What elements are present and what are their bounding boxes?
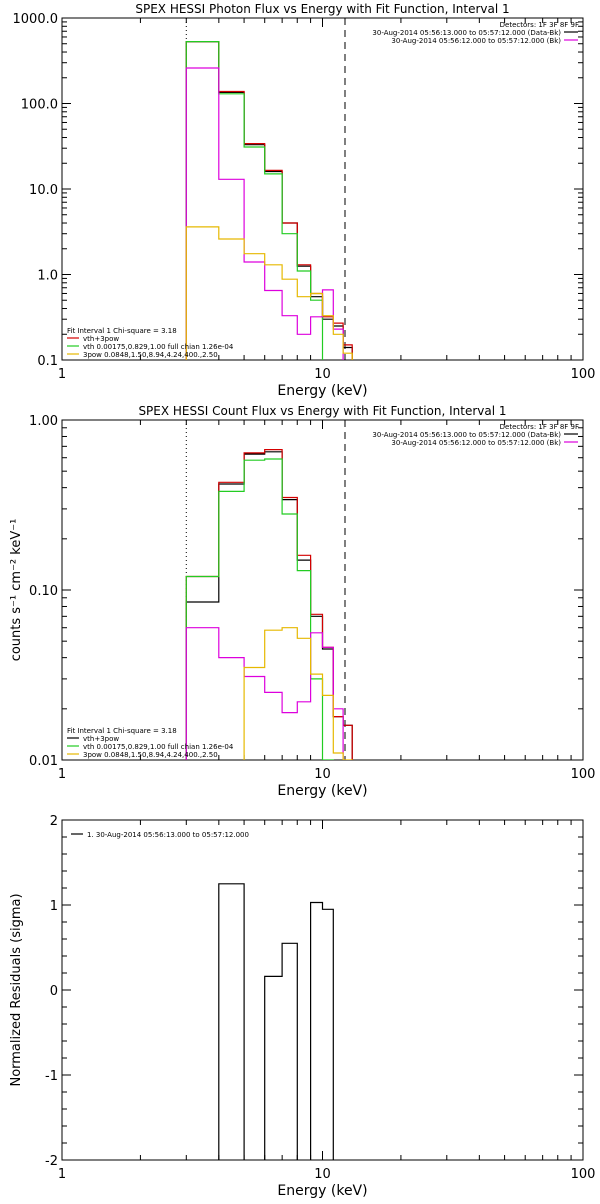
- y-axis-label: Normalized Residuals (sigma): [9, 893, 24, 1086]
- y-tick-label: -1: [45, 1069, 58, 1084]
- plot-area: [218, 883, 334, 1160]
- fit-legend-header: Fit Interval 1 Chi-square = 3.18: [67, 727, 177, 735]
- series-line-3: [185, 458, 334, 760]
- plot-area: [185, 420, 353, 760]
- chart-panel-1: SPEX HESSI Photon Flux vs Energy with Fi…: [13, 2, 596, 399]
- plot-area: [185, 18, 353, 360]
- legend-entry-label: vth+3pow: [83, 335, 119, 343]
- y-tick-label: 10.0: [29, 183, 58, 198]
- interval-time-label: 30-Aug-2014 05:56:13.000 to 05:57:12.000…: [372, 29, 561, 37]
- interval-time-label: 30-Aug-2014 05:56:12.000 to 05:57:12.000…: [391, 37, 561, 45]
- legend-entry-label: vth 0.00175,0.829,1.00 full chian 1.26e-…: [83, 343, 234, 351]
- chart-title: SPEX HESSI Count Flux vs Energy with Fit…: [138, 404, 506, 418]
- interval-time-label: 30-Aug-2014 05:56:13.000 to 05:57:12.000…: [372, 431, 561, 439]
- y-tick-label: 1.00: [29, 414, 58, 429]
- x-tick-label: 1: [58, 367, 66, 382]
- y-axis-label: counts s⁻¹ cm⁻² keV⁻¹: [9, 519, 24, 662]
- fit-legend: Fit Interval 1 Chi-square = 3.18vth+3pow…: [67, 327, 234, 359]
- series-line-4: [185, 67, 344, 360]
- y-tick-label: 1000.0: [13, 12, 59, 27]
- series-line-2: [185, 40, 353, 360]
- chart-panel-3: 1 10 100 -2 -1 0 1 2 Energy (keV) Normalized Resi…: [9, 814, 595, 1199]
- legend-entry-label: 3pow 0.0848,1.50,8.94,4.24,400.,2.50: [83, 351, 218, 359]
- y-tick-label: 0.1: [37, 354, 58, 369]
- x-tick-label: 1: [58, 767, 66, 782]
- x-tick-label: 1: [58, 1167, 66, 1182]
- series-line-1: [185, 451, 353, 760]
- series-line-5: [185, 226, 353, 360]
- series-line-4: [185, 627, 344, 760]
- series-line-5: [243, 627, 353, 760]
- legend-entry-label: vth+3pow: [83, 735, 119, 743]
- y-tick-label: -2: [45, 1154, 58, 1169]
- x-tick-label: 10: [314, 1167, 331, 1182]
- series-line-3: [185, 40, 324, 360]
- x-axis-label: Energy (keV): [277, 1183, 367, 1199]
- detectors-label: Detectors: 1F 3F 8F 9F: [500, 21, 579, 29]
- fit-legend: 1. 30-Aug-2014 05:56:13.000 to 05:57:12.…: [71, 831, 249, 839]
- series-line-1: [218, 883, 334, 1160]
- fit-legend-header: Fit Interval 1 Chi-square = 3.18: [67, 327, 177, 335]
- x-tick-label: 10: [314, 767, 331, 782]
- chart-panel-2: SPEX HESSI Count Flux vs Energy with Fit…: [9, 404, 596, 799]
- y-tick-label: 0.10: [29, 584, 58, 599]
- series-line-1: [185, 40, 353, 360]
- y-tick-label: 0.01: [29, 754, 58, 769]
- y-tick-label: 0: [50, 984, 58, 999]
- x-tick-label: 10: [314, 367, 331, 382]
- x-tick-label: 100: [571, 1167, 596, 1182]
- legend-entry-label: 3pow 0.0848,1.50,8.94,4.24,400.,2.50: [83, 751, 218, 759]
- x-tick-label: 100: [571, 767, 596, 782]
- x-axis-label: Energy (keV): [277, 783, 367, 799]
- series-line-2: [185, 449, 353, 760]
- fit-legend: Fit Interval 1 Chi-square = 3.18vth+3pow…: [67, 727, 234, 759]
- plot-frame: [61, 819, 584, 1161]
- detectors-label: Detectors: 1F 3F 8F 9F: [500, 423, 579, 431]
- y-tick-label: 1.0: [37, 269, 58, 284]
- y-tick-label: 1: [50, 899, 58, 914]
- x-tick-label: 100: [571, 367, 596, 382]
- y-tick-label: 2: [50, 814, 58, 829]
- chart-title: SPEX HESSI Photon Flux vs Energy with Fi…: [135, 2, 509, 16]
- legend-entry-label: 1. 30-Aug-2014 05:56:13.000 to 05:57:12.…: [87, 831, 249, 839]
- legend-entry-label: vth 0.00175,0.829,1.00 full chian 1.26e-…: [83, 743, 234, 751]
- y-tick-label: 100.0: [21, 98, 58, 113]
- x-axis-label: Energy (keV): [277, 383, 367, 399]
- interval-time-label: 30-Aug-2014 05:56:12.000 to 05:57:12.000…: [391, 439, 561, 447]
